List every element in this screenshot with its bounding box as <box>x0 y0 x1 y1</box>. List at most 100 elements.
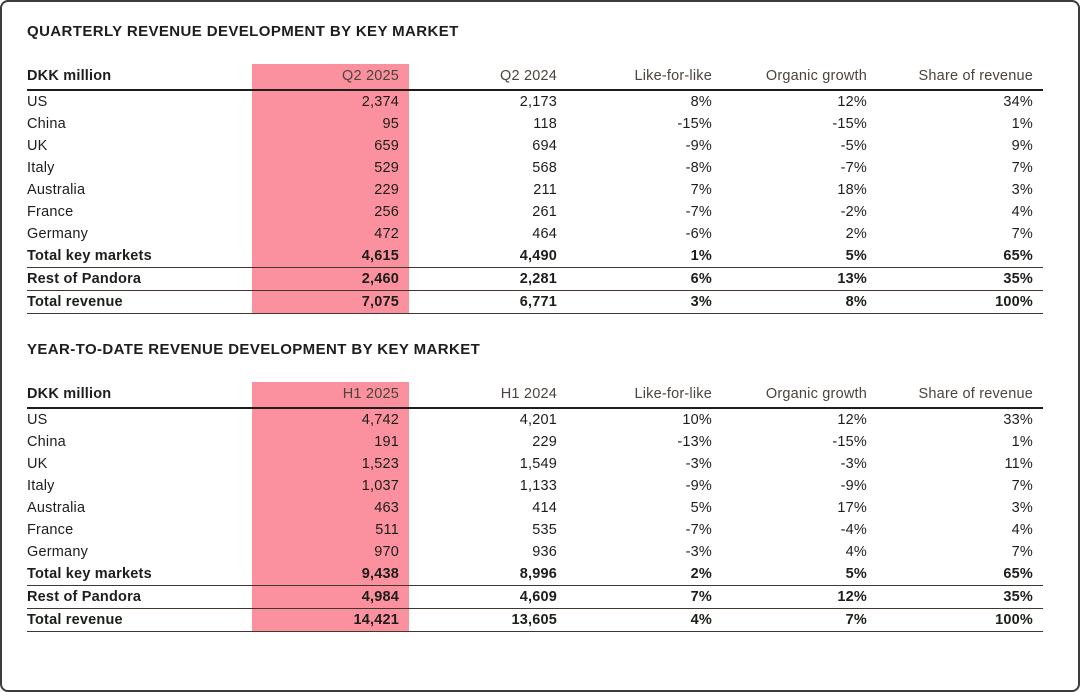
column-header: Q2 2025 <box>252 64 409 91</box>
value-cell: -9% <box>685 478 712 494</box>
value-cell: 3% <box>1011 182 1033 198</box>
market-label: Total revenue <box>27 290 252 314</box>
value-cell: -15% <box>832 434 867 450</box>
market-label: Germany <box>27 226 89 242</box>
value-cell: 4% <box>567 608 722 632</box>
market-label: Germany <box>27 544 89 560</box>
value-cell: 4% <box>845 544 867 560</box>
value-cell: 35% <box>877 585 1043 609</box>
table-row: Italy 1,037 1,133 -9% -9% 7% <box>27 475 1043 497</box>
column-header: Like-for-like <box>567 382 722 409</box>
value-cell: 14,421 <box>252 608 409 632</box>
market-label: US <box>27 94 48 110</box>
header-row: DKK million H1 2025 H1 2024 Like-for-like Or… <box>27 382 1043 409</box>
market-label: Total revenue <box>27 608 252 632</box>
value-cell: 535 <box>532 522 557 538</box>
value-cell: 2,173 <box>519 94 557 110</box>
market-label: France <box>27 204 74 220</box>
market-label: Rest of Pandora <box>27 267 252 291</box>
value-cell: 229 <box>252 179 409 201</box>
market-label: Australia <box>27 182 86 198</box>
value-cell: 2,374 <box>252 90 409 113</box>
value-cell: 1,523 <box>252 453 409 475</box>
value-cell: -9% <box>685 138 712 154</box>
value-cell: 17% <box>837 500 867 516</box>
column-header: Like-for-like <box>567 64 722 91</box>
value-cell: 9,438 <box>252 563 409 586</box>
value-cell: 970 <box>252 541 409 563</box>
value-cell: 12% <box>722 585 877 609</box>
value-cell: -7% <box>685 522 712 538</box>
value-cell: 4% <box>1011 204 1033 220</box>
value-cell: 12% <box>837 94 867 110</box>
column-header: Organic growth <box>722 382 877 409</box>
table-title: YEAR-TO-DATE REVENUE DEVELOPMENT BY KEY … <box>27 341 481 358</box>
value-cell: 4,490 <box>409 245 567 268</box>
market-label: France <box>27 522 74 538</box>
market-label: Total key markets <box>27 245 252 268</box>
value-cell: 8% <box>690 94 712 110</box>
market-label: Italy <box>27 160 55 176</box>
value-cell: 463 <box>252 497 409 519</box>
value-cell: 256 <box>252 201 409 223</box>
value-cell: 568 <box>532 160 557 176</box>
value-cell: -7% <box>685 204 712 220</box>
table-row: China 191 229 -13% -15% 1% <box>27 431 1043 453</box>
value-cell: 1% <box>1011 116 1033 132</box>
value-cell: -3% <box>840 456 867 472</box>
table-header: DKK million Q2 2025 Q2 2024 Like-for-like Or… <box>27 64 1043 91</box>
market-label: China <box>27 434 66 450</box>
table-row: Germany 970 936 -3% 4% 7% <box>27 541 1043 563</box>
table-body: US 4,742 4,201 10% 12% 33% China 191 229 -13% -15%… <box>27 408 1043 632</box>
value-cell: 12% <box>837 412 867 428</box>
value-cell: 5% <box>722 245 877 268</box>
value-cell: 18% <box>837 182 867 198</box>
value-cell: 100% <box>877 608 1043 632</box>
value-cell: 6% <box>567 267 722 291</box>
value-cell: 65% <box>877 245 1043 268</box>
value-cell: 7% <box>722 608 877 632</box>
total-row: Total revenue 7,075 6,771 3% 8% 100% <box>27 290 1043 314</box>
value-cell: 1% <box>567 245 722 268</box>
value-cell: 936 <box>532 544 557 560</box>
value-cell: 7,075 <box>252 290 409 314</box>
market-label: Rest of Pandora <box>27 585 252 609</box>
header-row: DKK million Q2 2025 Q2 2024 Like-for-like Or… <box>27 64 1043 91</box>
value-cell: 8,996 <box>409 563 567 586</box>
value-cell: 229 <box>532 434 557 450</box>
value-cell: 6,771 <box>409 290 567 314</box>
value-cell: 3% <box>1011 500 1033 516</box>
value-cell: -6% <box>685 226 712 242</box>
value-cell: 34% <box>1003 94 1033 110</box>
value-cell: 2,281 <box>409 267 567 291</box>
value-cell: 694 <box>532 138 557 154</box>
value-cell: 7% <box>1011 544 1033 560</box>
value-cell: -2% <box>840 204 867 220</box>
value-cell: -9% <box>840 478 867 494</box>
value-cell: 191 <box>252 431 409 453</box>
market-label: UK <box>27 456 48 472</box>
value-cell: 7% <box>567 585 722 609</box>
value-cell: 4,201 <box>519 412 557 428</box>
column-header: Q2 2024 <box>409 64 567 91</box>
value-cell: 261 <box>532 204 557 220</box>
column-header: Share of revenue <box>877 64 1043 91</box>
value-cell: 4,609 <box>409 585 567 609</box>
table-row: France 511 535 -7% -4% 4% <box>27 519 1043 541</box>
value-cell: -4% <box>840 522 867 538</box>
column-header: Organic growth <box>722 64 877 91</box>
value-cell: 3% <box>567 290 722 314</box>
market-label: US <box>27 412 48 428</box>
value-cell: 7% <box>690 182 712 198</box>
value-cell: -7% <box>840 160 867 176</box>
value-cell: 8% <box>722 290 877 314</box>
revenue-table: DKK million H1 2025 H1 2024 Like-for-like Or… <box>27 382 1043 632</box>
revenue-table-section: QUARTERLY REVENUE DEVELOPMENT BY KEY MAR… <box>27 23 1064 314</box>
column-header: H1 2025 <box>252 382 409 409</box>
table-title: QUARTERLY REVENUE DEVELOPMENT BY KEY MAR… <box>27 23 459 40</box>
total-row: Rest of Pandora 2,460 2,281 6% 13% 35% <box>27 267 1043 291</box>
market-label: China <box>27 116 66 132</box>
market-label: Total key markets <box>27 563 252 586</box>
value-cell: 4,742 <box>252 408 409 431</box>
table-row: UK 659 694 -9% -5% 9% <box>27 135 1043 157</box>
